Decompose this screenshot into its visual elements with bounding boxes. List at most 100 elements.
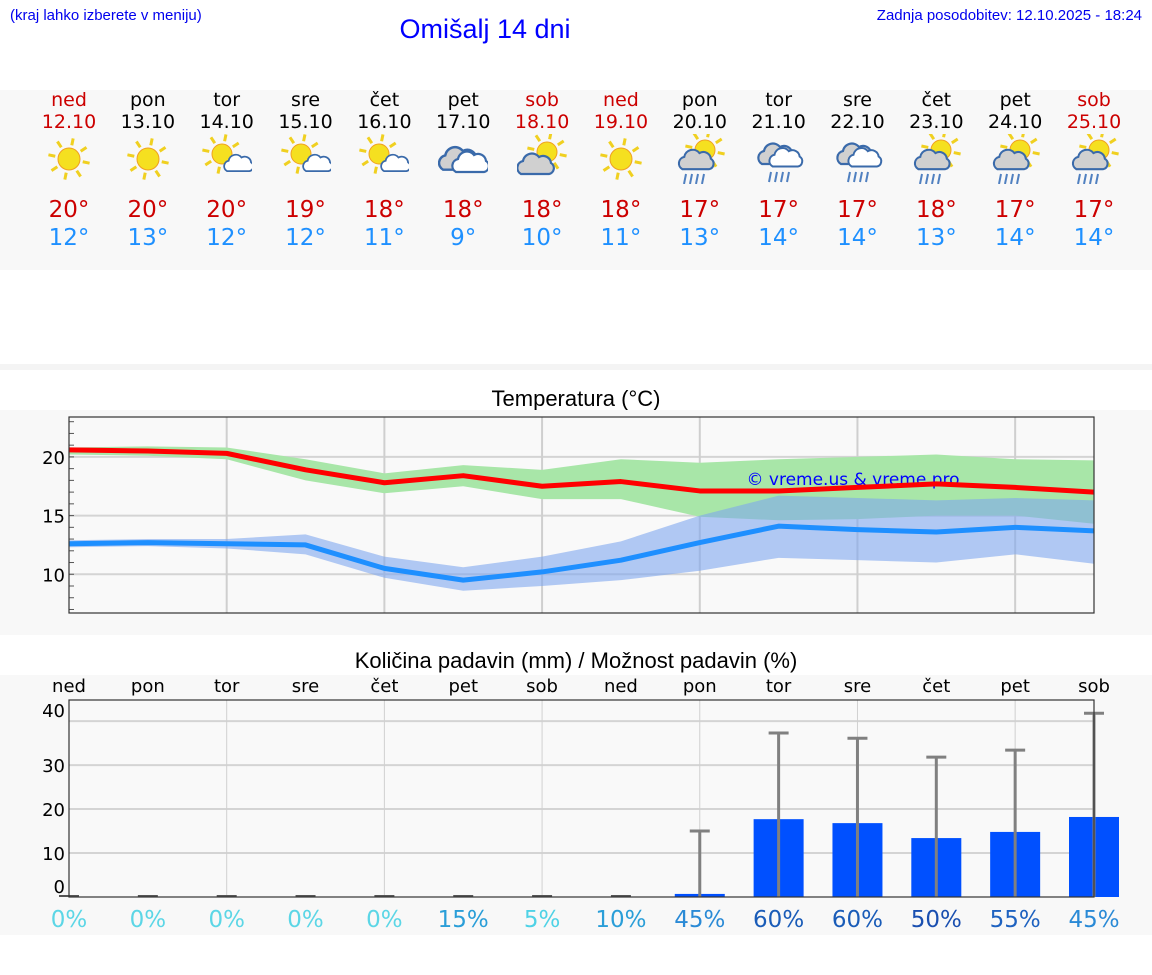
page-title: Omišalj 14 dni: [399, 14, 571, 44]
day-name: sob: [525, 89, 559, 111]
y-tick-label: 20: [42, 448, 65, 469]
day-date: 19.10: [593, 111, 649, 133]
precip-probability: 0%: [130, 907, 167, 933]
sun-cloud-icon: [359, 134, 412, 184]
precip-probability: 0%: [287, 907, 324, 933]
max-temp: 17°: [1073, 197, 1115, 223]
day-label: pon: [131, 676, 165, 697]
y-tick-label: 15: [42, 507, 65, 528]
day-date: 25.10: [1066, 111, 1122, 133]
day-column: ned 19.10 18° 11°: [581, 89, 661, 259]
precipitation-chart: 0 10 20 30 40 ned 0% pon 0% tor 0% sre 0% čet 0% pet 15%…: [42, 676, 1119, 933]
day-label: sob: [1078, 676, 1110, 697]
max-temp: 20°: [48, 197, 90, 223]
day-name: sob: [1077, 89, 1111, 111]
min-temp: 13°: [127, 225, 169, 251]
precip-probability: 0%: [51, 907, 88, 933]
divider: [0, 364, 1152, 370]
precip-probability: 55%: [990, 907, 1041, 933]
min-temp: 12°: [285, 225, 326, 251]
min-temp: 13°: [679, 225, 721, 251]
sun-cloud-rain-icon: [1069, 130, 1119, 185]
min-temp: 10°: [521, 225, 563, 251]
max-temp: 19°: [285, 197, 326, 223]
max-temp: 18°: [521, 197, 563, 223]
day-date: 16.10: [357, 111, 412, 133]
precip-probability: 45%: [674, 907, 725, 933]
plot-frame: [68, 416, 1095, 614]
day-label: ned: [52, 676, 86, 697]
precip-probability: 0%: [366, 907, 403, 933]
y-tick-label: 0: [54, 877, 65, 898]
day-column: pet 24.10 17° 14°: [975, 89, 1055, 259]
sun-icon: [44, 134, 94, 184]
precip-probability: 10%: [595, 907, 646, 933]
day-label: pet: [1000, 676, 1030, 697]
sun-icon: [123, 134, 173, 184]
location-hint-link[interactable]: (kraj lahko izberete v meniju): [10, 7, 202, 24]
sun-cloud-icon: [201, 134, 254, 184]
precip-probability: 50%: [911, 907, 962, 933]
sun-cloud-rain-icon: [911, 130, 962, 185]
day-date: 22.10: [830, 111, 885, 133]
y-tick-label: 40: [42, 701, 65, 722]
y-tick-label: 10: [42, 844, 65, 865]
day-name: tor: [765, 89, 793, 111]
precip-probability: 15%: [438, 907, 489, 933]
day-column: sre 15.10 19° 12°: [266, 89, 346, 259]
precip-probability: 45%: [1068, 907, 1119, 933]
day-date: 17.10: [436, 111, 491, 133]
last-updated: Zadnja posodobitev: 12.10.2025 - 18:24: [876, 7, 1142, 24]
sun-cloud-rain-icon: [675, 130, 725, 185]
day-column: sob 25.10 17° 14°: [1054, 89, 1134, 259]
max-temp: 17°: [994, 197, 1036, 223]
day-name: čet: [369, 89, 400, 111]
day-date: 18.10: [514, 111, 570, 133]
cloud-rain-icon: [754, 134, 804, 184]
plot-frame: [68, 699, 1095, 898]
day-column: tor 14.10 20° 12°: [187, 89, 267, 259]
day-date: 23.10: [909, 111, 964, 133]
max-temp-line: [68, 447, 1095, 495]
max-temp: 20°: [127, 197, 169, 223]
precip-probability: 60%: [753, 907, 804, 933]
precip-probability: 5%: [524, 907, 561, 933]
max-temp: 18°: [600, 197, 642, 223]
day-label: tor: [766, 676, 792, 697]
day-name: pon: [129, 89, 166, 111]
day-column: sob 18.10 18° 10°: [502, 89, 582, 259]
day-date: 21.10: [751, 111, 806, 133]
max-temp: 18°: [364, 197, 405, 223]
day-date: 14.10: [199, 111, 254, 133]
day-label: sre: [292, 676, 319, 697]
day-column: ned 12.10 20° 12°: [29, 89, 109, 259]
max-temp: 17°: [679, 197, 721, 223]
day-label: pon: [683, 676, 717, 697]
max-temp: 18°: [442, 197, 484, 223]
precipitation-chart-title: Količina padavin (mm) / Možnost padavin …: [354, 648, 798, 673]
day-name: ned: [51, 89, 87, 111]
day-column: sre 22.10 17° 14°: [818, 89, 898, 259]
min-temp-line: [68, 523, 1095, 583]
day-column: tor 21.10 17° 14°: [739, 89, 819, 259]
min-temp: 12°: [206, 225, 248, 251]
y-tick-label: 30: [42, 756, 65, 777]
day-name: pet: [999, 89, 1031, 111]
day-date: 13.10: [120, 111, 176, 133]
cloud-sun-icon: [516, 132, 567, 184]
day-label: sre: [844, 676, 871, 697]
min-temp: 11°: [364, 225, 405, 251]
day-label: sob: [526, 676, 558, 697]
min-temp: 14°: [994, 225, 1036, 251]
day-name: sre: [843, 89, 872, 111]
y-tick-label: 20: [42, 800, 65, 821]
day-date: 24.10: [987, 111, 1043, 133]
day-name: tor: [213, 89, 241, 111]
min-temp-range-band: [69, 495, 1094, 591]
day-name: pon: [681, 89, 718, 111]
day-label: čet: [922, 676, 950, 697]
daily-forecast-strip: [0, 90, 1152, 270]
day-column: čet 23.10 18° 13°: [896, 89, 976, 259]
precip-probability: 60%: [832, 907, 883, 933]
min-temp: 14°: [758, 225, 800, 251]
